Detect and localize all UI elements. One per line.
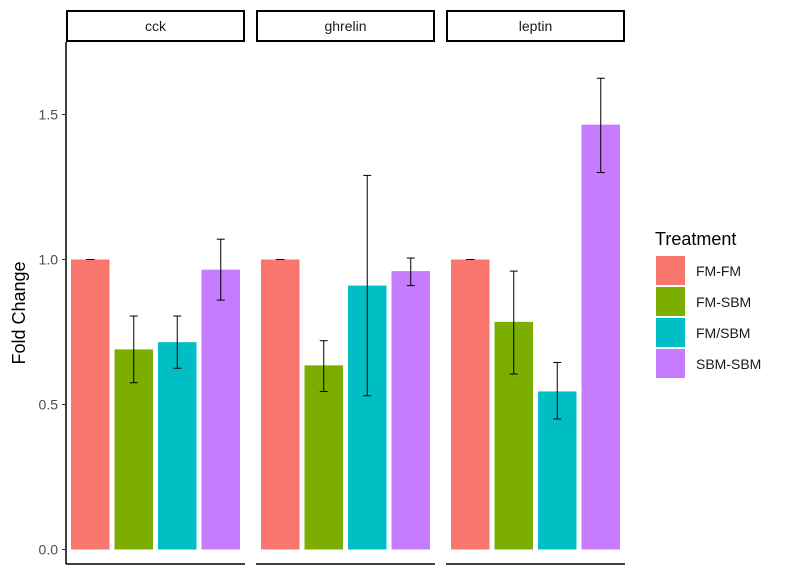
legend-item-SBM-SBM: SBM-SBM	[656, 349, 761, 378]
legend-item-FM/SBM: FM/SBM	[656, 318, 750, 347]
error-bar-ghrelin-FM-SBM	[319, 340, 328, 392]
y-tick-label: 1.5	[39, 107, 59, 123]
legend-label: FM-FM	[696, 263, 741, 279]
facet-strip-label: ghrelin	[324, 18, 366, 34]
error-bar-leptin-FM-SBM	[509, 270, 518, 375]
legend-key	[656, 287, 685, 316]
bar-leptin-FM-FM	[451, 259, 490, 550]
facet-panel-cck: cck	[66, 10, 245, 565]
bar-ghrelin-SBM-SBM	[391, 271, 430, 550]
bar-cck-FM-FM	[71, 259, 110, 550]
y-axis-title: Fold Change	[9, 261, 29, 364]
error-bar-ghrelin-SBM-SBM	[406, 257, 415, 287]
error-bar-cck-SBM-SBM	[216, 238, 225, 301]
y-tick-label: 0.5	[39, 397, 59, 413]
legend-label: FM/SBM	[696, 325, 750, 341]
legend-title: Treatment	[655, 229, 736, 249]
bar-ghrelin-FM-SBM	[304, 365, 343, 550]
bar-cck-FM/SBM	[158, 342, 197, 550]
legend-item-FM-FM: FM-FM	[656, 256, 741, 285]
legend-key	[656, 318, 685, 347]
legend-item-FM-SBM: FM-SBM	[656, 287, 751, 316]
legend-key	[656, 349, 685, 378]
error-bar-leptin-SBM-SBM	[596, 77, 605, 173]
facet-strip-box	[256, 10, 435, 42]
y-tick-label: 1.0	[39, 252, 59, 268]
error-bar-ghrelin-FM/SBM	[363, 174, 372, 397]
bar-ghrelin-FM-FM	[261, 259, 300, 550]
facet-strip-label: cck	[145, 18, 167, 34]
legend: Treatment FM-FM FM-SBM FM/SBM SBM-SBM	[655, 229, 761, 378]
error-bar-cck-FM-SBM	[129, 315, 138, 384]
bar-cck-SBM-SBM	[201, 269, 240, 550]
legend-label: SBM-SBM	[696, 356, 761, 372]
facet-panel-ghrelin: ghrelin	[256, 10, 435, 565]
facet-panel-leptin: leptin	[446, 10, 625, 565]
error-bar-cck-FM/SBM	[173, 315, 182, 369]
facet-strip-box	[446, 10, 625, 42]
error-bar-leptin-FM/SBM	[553, 361, 562, 420]
facet-panels: cck ghrelin leptin	[66, 10, 625, 565]
bar-leptin-SBM-SBM	[581, 124, 620, 550]
y-tick-label: 0.0	[39, 542, 59, 558]
legend-label: FM-SBM	[696, 294, 751, 310]
y-axis: 0.0 0.5 1.0 1.5	[39, 42, 67, 564]
facet-strip-box	[66, 10, 245, 42]
facet-strip-label: leptin	[519, 18, 552, 34]
legend-key	[656, 256, 685, 285]
